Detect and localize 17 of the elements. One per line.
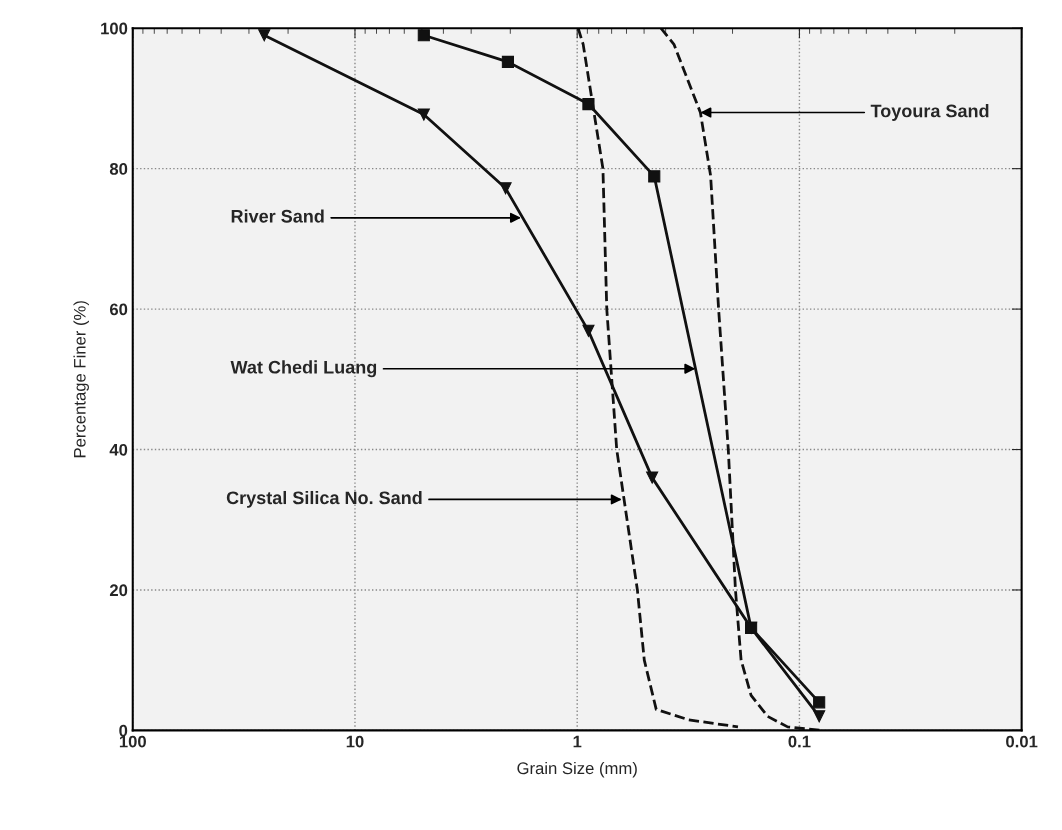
annotation: River Sand — [231, 209, 324, 223]
x-axis-title: Grain Size (mm) — [517, 761, 637, 778]
annotation: Toyoura Sand — [870, 104, 989, 121]
y-tick-label: 100 — [101, 22, 128, 35]
annotation: Crystal Silica No. Sand — [226, 490, 422, 508]
y-tick-label: 80 — [109, 163, 128, 175]
x-tick-label: 0.1 — [788, 735, 811, 748]
y-tick-label: 20 — [109, 584, 128, 597]
x-tick-label: 100 — [119, 735, 146, 748]
annotation: Wat Chedi Luang — [230, 360, 377, 378]
y-axis-title: Percentage Finer (%) — [73, 301, 89, 458]
y-tick-label: 60 — [109, 303, 128, 316]
x-tick-label: 0.01 — [1006, 735, 1038, 748]
x-tick-label: 10 — [346, 735, 364, 748]
x-tick-label: 1 — [573, 735, 582, 748]
y-tick-label: 0 — [119, 724, 128, 737]
y-tick-label: 40 — [109, 443, 128, 456]
